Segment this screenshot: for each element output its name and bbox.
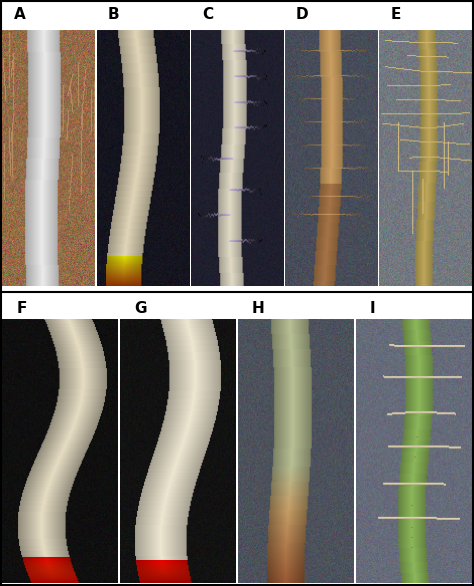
Text: F: F (16, 301, 27, 316)
Text: G: G (134, 301, 146, 316)
Text: I: I (370, 301, 375, 316)
Text: B: B (108, 7, 119, 22)
Text: H: H (252, 301, 265, 316)
Text: A: A (13, 7, 25, 22)
Text: C: C (202, 7, 213, 22)
Text: E: E (391, 7, 401, 22)
Text: D: D (296, 7, 309, 22)
